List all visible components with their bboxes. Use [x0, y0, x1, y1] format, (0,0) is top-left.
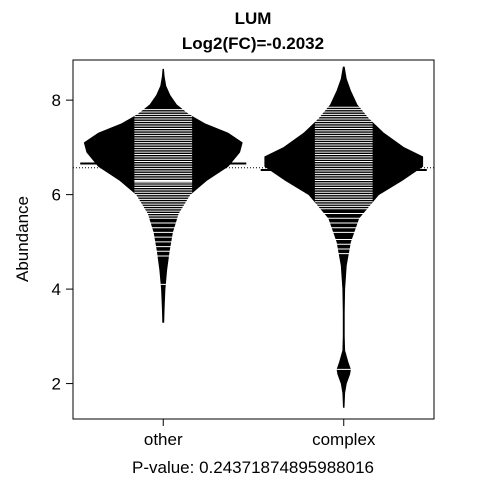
chart-title: LUM — [235, 9, 272, 28]
chart-subtitle: Log2(FC)=-0.2032 — [182, 34, 324, 53]
bean-density-other — [83, 68, 243, 323]
y-tick-label: 8 — [52, 91, 61, 110]
x-axis: other complex — [144, 419, 376, 449]
y-tick-label: 2 — [52, 375, 61, 394]
y-axis-label: Abundance — [13, 196, 32, 282]
bean-density-complex — [264, 66, 424, 408]
y-axis: 2 4 6 8 — [52, 91, 74, 394]
y-tick-label: 6 — [52, 186, 61, 205]
x-tick-label: other — [144, 430, 183, 449]
beans — [73, 66, 434, 408]
x-tick-label: complex — [312, 430, 376, 449]
plot-frame — [72, 59, 435, 420]
x-axis-label: P-value: 0.24371874895988016 — [132, 458, 374, 477]
y-tick-label: 4 — [52, 280, 61, 299]
